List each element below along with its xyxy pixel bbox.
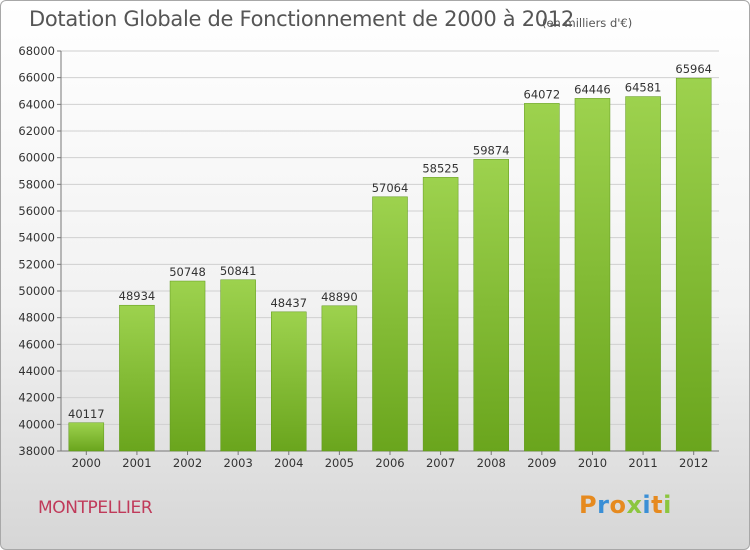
y-tick-label: 46000 — [18, 337, 55, 351]
bar-value-label: 64446 — [574, 82, 611, 96]
bar — [574, 98, 611, 452]
x-tick-label: 2009 — [527, 456, 556, 470]
y-tick-label: 68000 — [18, 44, 55, 58]
y-tick-label: 42000 — [18, 391, 55, 405]
x-tick-label: 2012 — [679, 456, 708, 470]
x-tick-label: 2007 — [426, 456, 455, 470]
bar — [422, 177, 459, 452]
bar-value-label: 50748 — [169, 265, 206, 279]
y-tick-label: 54000 — [18, 231, 55, 245]
y-tick-label: 64000 — [18, 97, 55, 111]
bar — [625, 96, 661, 452]
y-tick-label: 60000 — [18, 151, 55, 165]
x-tick-label: 2003 — [224, 456, 253, 470]
bar-value-label: 64072 — [524, 87, 561, 101]
bar — [169, 280, 206, 452]
proxiti-logo[interactable]: Proxiti — [579, 491, 672, 519]
x-tick-label: 2010 — [578, 456, 607, 470]
y-tick-label: 44000 — [18, 364, 55, 378]
bar-value-label: 58525 — [422, 161, 459, 175]
logo-letter: P — [579, 491, 598, 519]
x-tick-label: 2004 — [274, 456, 303, 470]
y-tick-label: 56000 — [18, 204, 55, 218]
bar — [271, 311, 307, 452]
logo-letter: t — [651, 491, 664, 519]
y-tick-label: 40000 — [18, 417, 55, 431]
bar-value-label: 64581 — [625, 81, 662, 95]
bar-value-label: 57064 — [372, 181, 409, 195]
bar-value-label: 40117 — [68, 407, 105, 421]
y-tick-label: 48000 — [18, 311, 55, 325]
y-tick-label: 66000 — [18, 71, 55, 85]
x-tick-label: 2002 — [173, 456, 202, 470]
y-tick-label: 58000 — [18, 177, 55, 191]
x-tick-label: 2001 — [122, 456, 151, 470]
x-tick-label: 2005 — [325, 456, 354, 470]
bar — [321, 305, 358, 452]
logo-letter: i — [642, 491, 652, 519]
logo-letter: r — [597, 491, 610, 519]
bar — [473, 159, 509, 452]
x-tick-labels: 2000 2001 2002 2003 2004 2005 2006 2007 2008 2009… — [72, 456, 709, 470]
y-tick-label: 52000 — [18, 257, 55, 271]
bar — [68, 422, 105, 452]
x-tick-label: 2011 — [628, 456, 657, 470]
y-tick-labels: 38000 40000 42000 44000 46000 48000 50000 52000… — [18, 44, 55, 458]
y-tick-label: 62000 — [18, 124, 55, 138]
bars — [68, 77, 712, 452]
chart-title: Dotation Globale de Fonctionnement de 20… — [29, 7, 574, 31]
chart-subtitle: (en milliers d'€) — [542, 16, 633, 30]
bar-value-label: 48934 — [119, 289, 156, 303]
bar — [220, 279, 256, 452]
bar — [675, 77, 712, 452]
y-tick-label: 50000 — [18, 284, 55, 298]
logo-letter: i — [663, 491, 672, 519]
bar-value-label: 50841 — [220, 264, 257, 278]
x-tick-label: 2006 — [375, 456, 404, 470]
logo-letter: x — [626, 491, 643, 519]
x-tick-label: 2000 — [72, 456, 101, 470]
city-name: MONTPELLIER — [38, 498, 153, 518]
bar-value-label: 48437 — [270, 296, 307, 310]
bar — [372, 196, 408, 452]
bar-value-label: 65964 — [675, 62, 712, 76]
logo-letter: o — [609, 491, 627, 519]
bar-value-label: 59874 — [473, 143, 510, 157]
x-tick-label: 2008 — [477, 456, 506, 470]
bar-value-label: 48890 — [321, 290, 358, 304]
y-tick-label: 38000 — [18, 444, 55, 458]
bar — [119, 304, 155, 452]
bar — [524, 103, 560, 452]
data-labels: 40117 48934 50748 50841 48437 48890 57064 58525… — [68, 62, 712, 421]
